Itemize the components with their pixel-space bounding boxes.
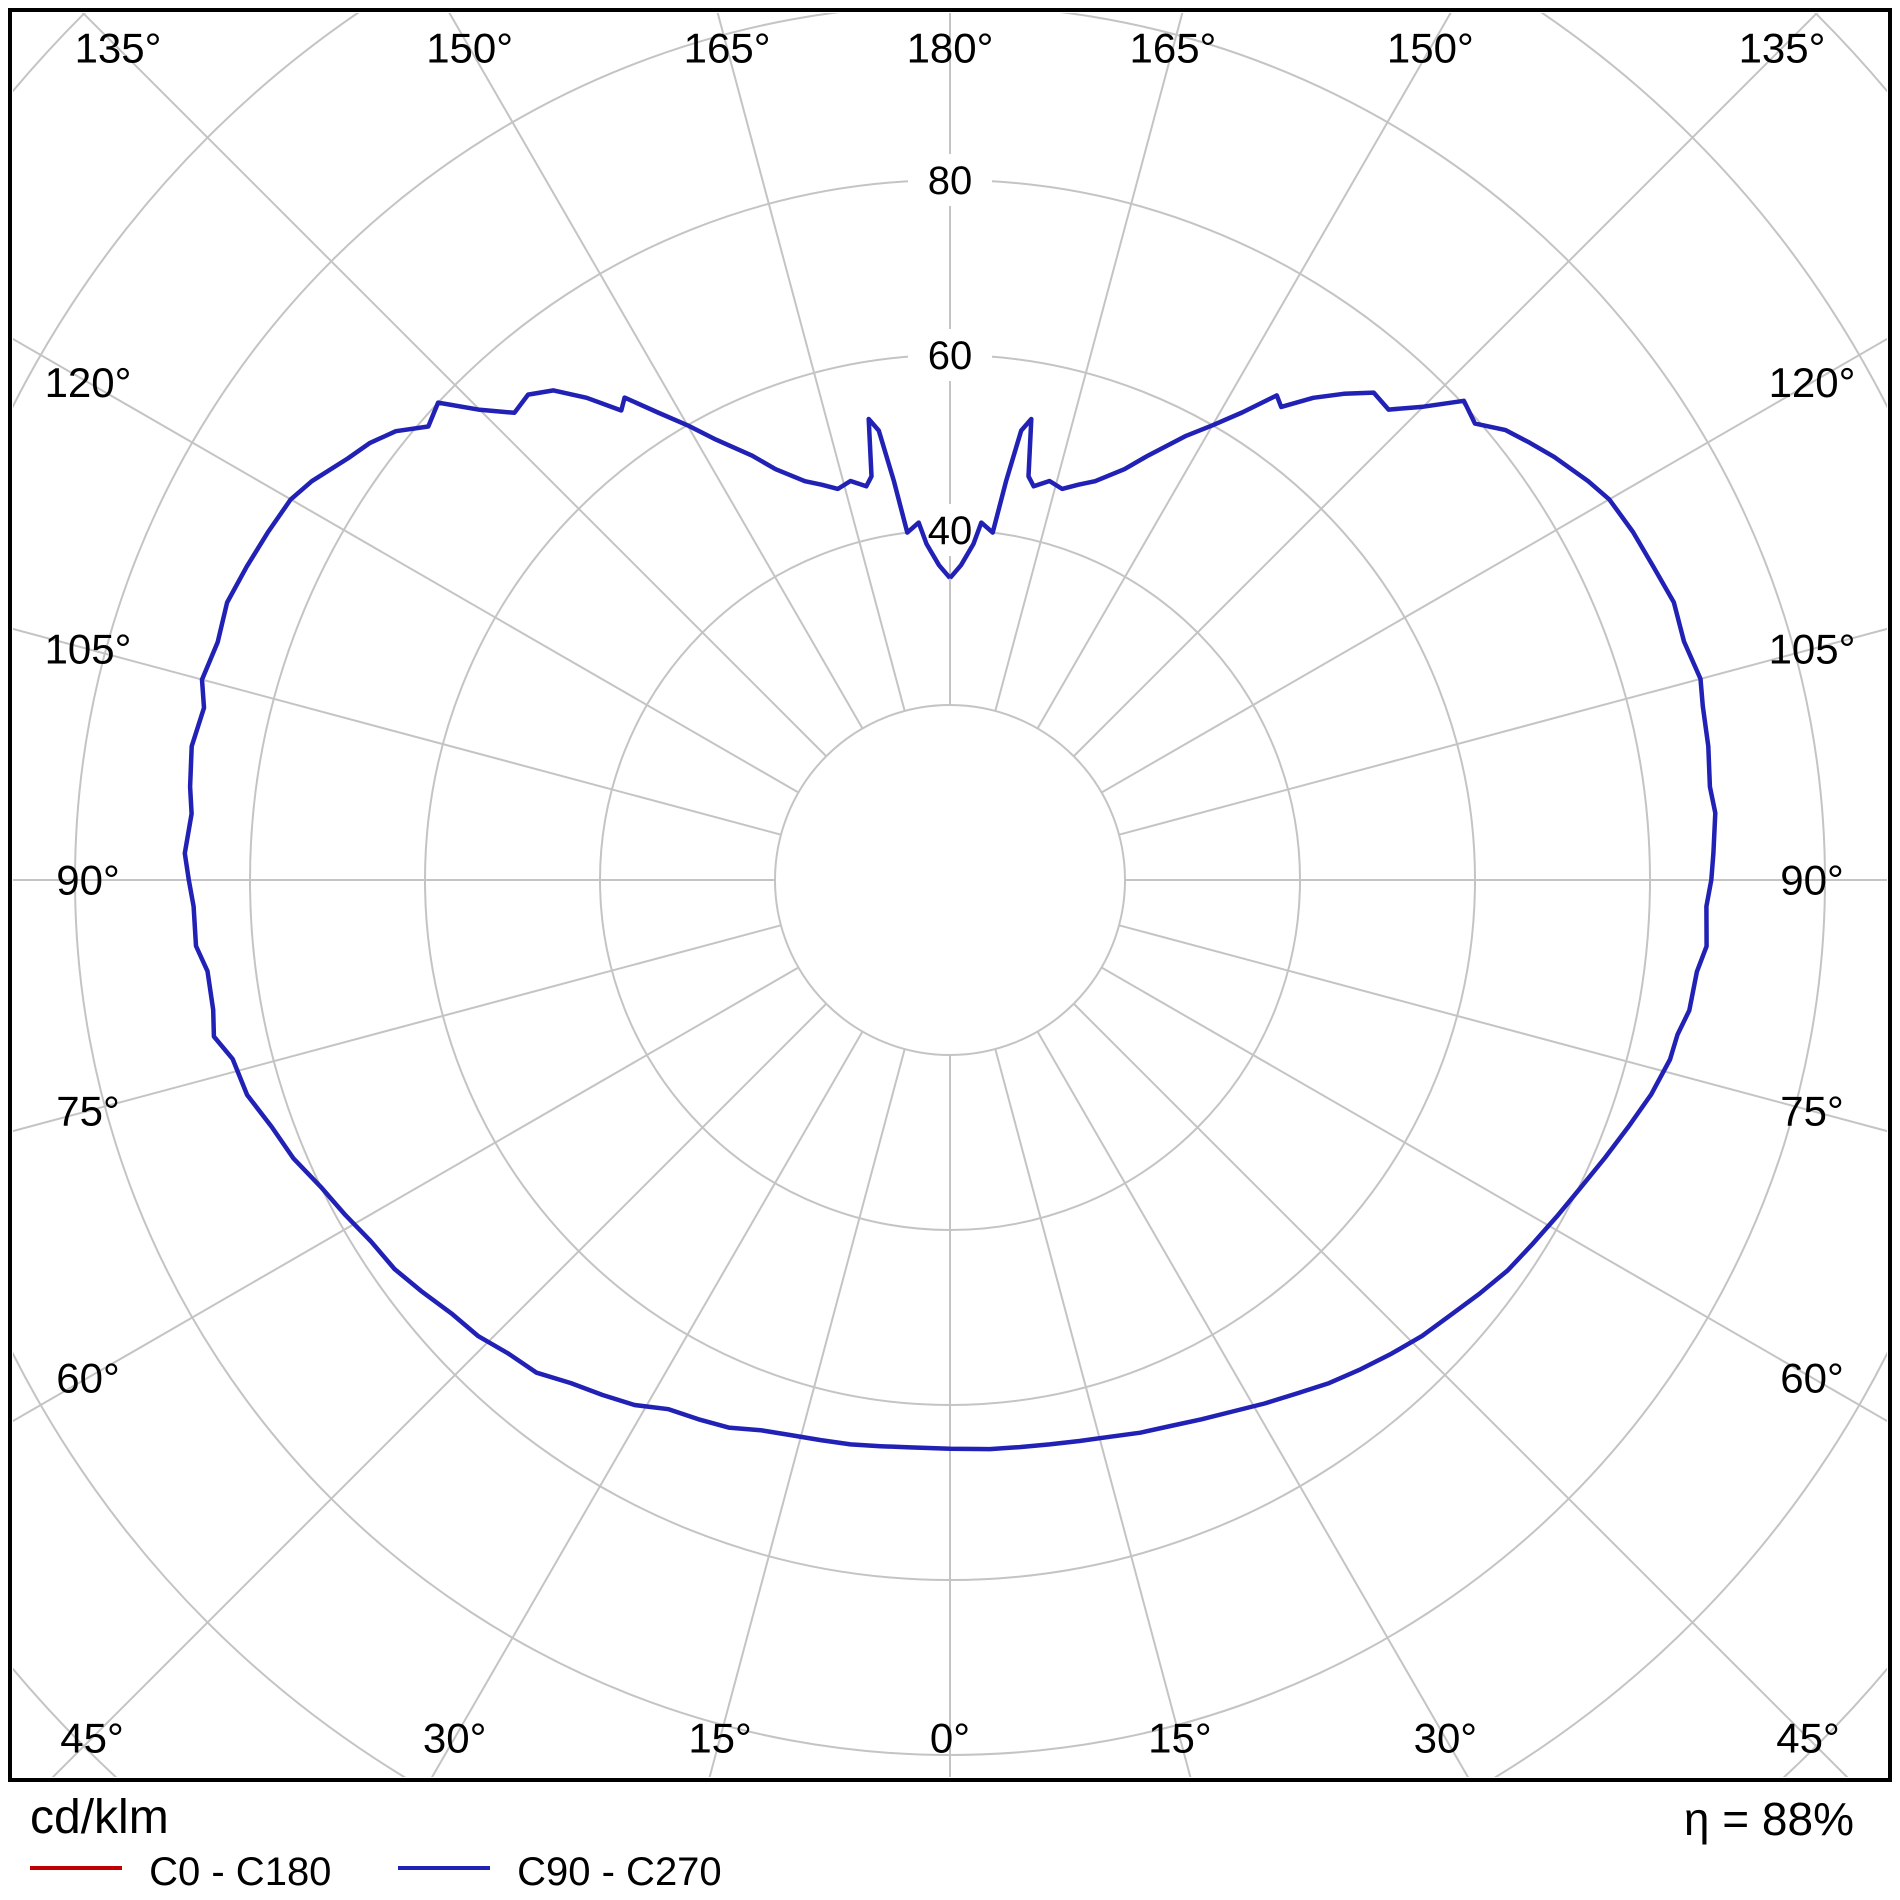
angle-label: 135°: [75, 25, 162, 72]
grid-spoke: [448, 13, 864, 729]
angle-label: 45°: [1776, 1715, 1840, 1762]
radial-tick-label: 60: [928, 334, 973, 378]
grid-spoke: [13, 627, 782, 836]
angle-label: 30°: [423, 1715, 487, 1762]
legend-item-c90-c270: C90 - C270: [398, 1850, 722, 1895]
angle-label: 90°: [1780, 857, 1844, 904]
grid-spoke: [1101, 966, 1887, 1423]
grid-spoke: [1036, 1031, 1470, 1777]
chart-frame: [8, 8, 1892, 1782]
angle-label: 165°: [1129, 25, 1216, 72]
grid-spoke: [1073, 1003, 1849, 1777]
angle-label: 75°: [1780, 1088, 1844, 1135]
grid-spoke: [13, 924, 782, 1133]
legend-label-c0-c180: C0 - C180: [149, 1850, 332, 1894]
grid-spoke: [1036, 13, 1452, 729]
angle-label: 120°: [45, 359, 132, 406]
angle-label: 15°: [1148, 1715, 1212, 1762]
legend-line-c0-c180: [30, 1866, 122, 1871]
grid-spoke: [81, 13, 827, 757]
angle-label: 90°: [56, 857, 120, 904]
angle-label: 135°: [1739, 25, 1826, 72]
legend-line-c90-c270: [398, 1866, 490, 1871]
angle-label: 60°: [56, 1354, 120, 1401]
angle-label: 165°: [684, 25, 771, 72]
grid-spoke: [1118, 924, 1887, 1133]
grid-spoke: [994, 13, 1184, 712]
units-label: cd/klm: [30, 1791, 169, 1844]
radial-tick-label: 40: [928, 509, 973, 553]
radial-tick-label: 80: [928, 159, 973, 203]
angle-label: 105°: [45, 626, 132, 673]
angle-label: 105°: [1769, 626, 1856, 673]
grid-spoke: [708, 1048, 906, 1777]
angle-label: 0°: [930, 1715, 970, 1762]
angle-labels: 0° 15° 15° 30° 30° 45° 45° 60° 60° 75° 75° 90° 90° 10…: [45, 25, 1856, 1762]
grid-spoke: [430, 1031, 864, 1777]
grid-spoke: [51, 1003, 827, 1777]
radial-tick-halo: [908, 154, 992, 206]
distribution-curve: [182, 388, 1718, 1452]
grid-spoke: [13, 337, 799, 794]
grid-spoke: [1073, 13, 1819, 757]
angle-label: 60°: [1780, 1354, 1844, 1401]
radial-tick-halo: [908, 329, 992, 381]
angle-label: 30°: [1414, 1715, 1478, 1762]
angle-label: 150°: [1387, 25, 1474, 72]
angle-label: 45°: [60, 1715, 124, 1762]
angle-label: 120°: [1769, 359, 1856, 406]
grid-spoke: [13, 966, 799, 1423]
legend-item-c0-c180: C0 - C180: [30, 1850, 331, 1895]
angle-label: 15°: [688, 1715, 752, 1762]
efficiency-label: η = 88%: [1683, 1793, 1854, 1845]
angle-label: 150°: [426, 25, 513, 72]
curves: [182, 388, 1718, 1452]
legend-label-c90-c270: C90 - C270: [517, 1850, 722, 1894]
grid-spoke: [1101, 337, 1887, 794]
grid-spoke: [1118, 627, 1887, 836]
grid-ring: [774, 704, 1126, 1056]
grid-spoke: [994, 1048, 1192, 1777]
grid-spoke: [716, 13, 906, 712]
angle-label: 180°: [907, 25, 994, 72]
angle-label: 75°: [56, 1088, 120, 1135]
